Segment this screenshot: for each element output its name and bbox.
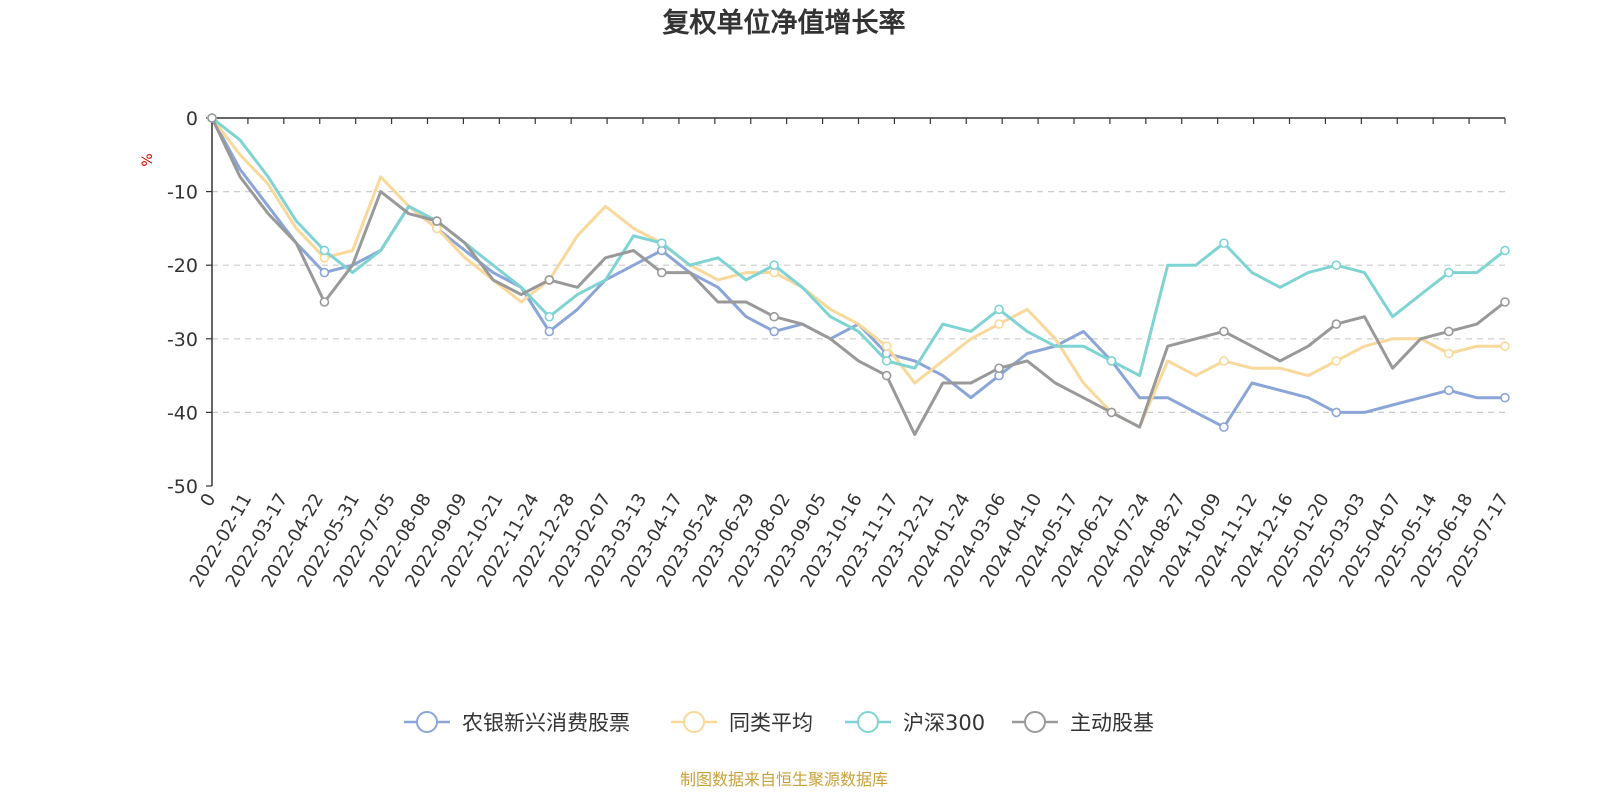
data-point	[1500, 392, 1510, 403]
data-point	[544, 311, 555, 322]
legend-item[interactable]: 主动股基	[1012, 711, 1154, 735]
legend-item[interactable]: 农银新兴消费股票	[404, 711, 630, 735]
data-point	[1443, 348, 1454, 359]
data-point	[769, 326, 779, 337]
y-axis: 0 -10 -20 -30 -40 -50	[167, 108, 213, 498]
legend-label: 同类平均	[729, 711, 813, 735]
legend: 农银新兴消费股票 同类平均 沪深300 主动股基	[404, 711, 1154, 735]
data-point	[432, 216, 442, 226]
data-point	[1219, 422, 1229, 432]
data-point	[544, 326, 555, 337]
data-point	[1443, 385, 1454, 396]
data-point	[544, 275, 555, 285]
data-point	[656, 238, 667, 248]
data-point	[319, 267, 330, 278]
data-point	[1331, 319, 1342, 329]
data-point	[881, 370, 892, 381]
data-point	[881, 356, 892, 366]
data-point	[1443, 326, 1454, 337]
data-point	[1219, 238, 1229, 248]
data-point	[994, 304, 1004, 315]
legend-marker	[683, 711, 705, 733]
data-point	[319, 297, 330, 307]
data-point	[656, 267, 667, 278]
data-point	[1500, 341, 1510, 351]
y-tick-label: 0	[186, 108, 198, 130]
data-point	[1443, 267, 1454, 278]
legend-label: 主动股基	[1070, 711, 1154, 735]
y-tick-label: -20	[167, 255, 198, 277]
legend-marker	[857, 711, 879, 733]
series-2	[207, 113, 1510, 378]
legend-item[interactable]: 同类平均	[671, 711, 813, 735]
data-point	[207, 113, 217, 123]
legend-marker	[1024, 711, 1046, 733]
series-line	[211, 116, 1506, 378]
data-point	[1106, 356, 1117, 366]
series-line	[210, 117, 1505, 429]
data-point	[1219, 356, 1229, 366]
legend-item[interactable]: 沪深300	[845, 711, 985, 735]
data-point	[994, 319, 1004, 329]
y-tick-label: -50	[167, 476, 198, 498]
source-note: 制图数据来自恒生聚源数据库	[680, 770, 888, 789]
data-point	[319, 245, 330, 256]
series-layer	[207, 113, 1510, 436]
data-point	[881, 341, 892, 351]
legend-marker	[416, 711, 438, 733]
chart-title: 复权单位净值增长率	[663, 7, 906, 39]
data-point	[1500, 245, 1510, 256]
series-3	[207, 113, 1510, 436]
legend-label: 沪深300	[903, 711, 985, 735]
y-tick-label: -10	[167, 182, 198, 204]
y-tick-label: -40	[167, 402, 198, 424]
data-point	[1500, 297, 1510, 307]
data-point	[1331, 356, 1342, 366]
legend-label: 农银新兴消费股票	[462, 711, 630, 735]
data-point	[1331, 260, 1342, 271]
series-line	[210, 117, 1506, 436]
data-point	[1219, 326, 1229, 337]
y-axis-unit: %	[140, 153, 156, 166]
data-point	[1106, 407, 1117, 418]
x-tick-label: 0	[196, 490, 220, 510]
y-tick-label: -30	[167, 329, 198, 351]
data-point	[1331, 407, 1342, 418]
data-point	[769, 260, 779, 271]
data-point	[994, 363, 1004, 374]
data-point	[769, 311, 779, 322]
grid-lines	[212, 191, 1505, 413]
